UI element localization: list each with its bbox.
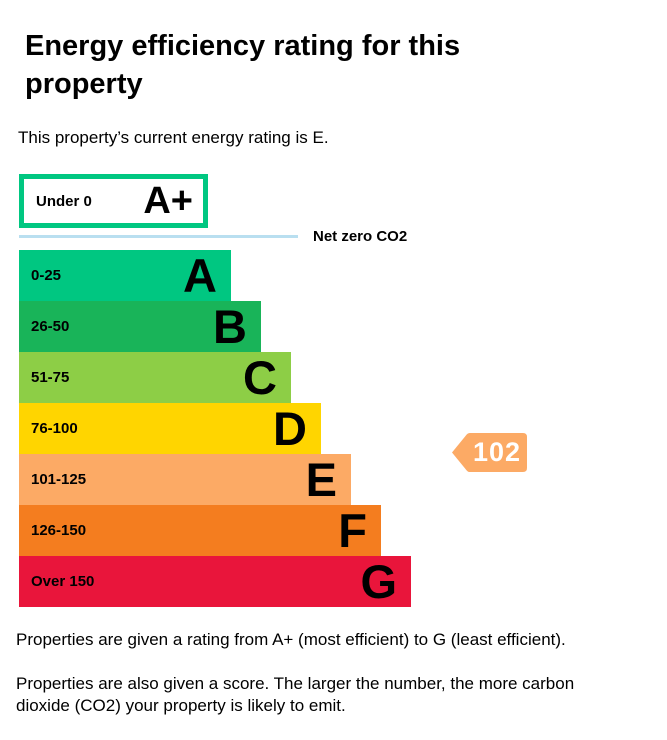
- band-range: 101-125: [31, 471, 87, 488]
- score-explanation: Properties are also given a score. The l…: [16, 674, 575, 715]
- rating-bands: 0-25 A 26-50 B 51-75 C 76-100 D 101-125 E 126-150 F…: [19, 250, 411, 607]
- net-zero-line: [19, 235, 298, 238]
- band-c: 51-75 C: [19, 352, 291, 403]
- score-value: 102: [472, 437, 522, 467]
- net-zero-label: Net zero CO2: [313, 228, 408, 245]
- band-letter: E: [305, 453, 337, 506]
- band-range: Under 0: [36, 192, 92, 210]
- score-pointer-arrow-icon: [452, 433, 527, 472]
- band-letter: A: [183, 249, 217, 302]
- band-a-plus: Under 0 A+: [19, 174, 208, 228]
- band-letter: G: [360, 555, 397, 608]
- band-range: 0-25: [31, 267, 62, 284]
- band-d: 76-100 D: [19, 403, 321, 454]
- band-letter: B: [213, 300, 247, 353]
- current-rating-text: This property’s current energy rating is…: [18, 128, 329, 147]
- band-range: 126-150: [31, 522, 87, 539]
- band-range: 26-50: [31, 318, 70, 335]
- band-range: Over 150: [31, 573, 95, 590]
- band-b: 26-50 B: [19, 301, 261, 352]
- score-pointer-shape: [452, 433, 527, 472]
- band-letter: C: [243, 351, 277, 404]
- band-range: 76-100: [31, 420, 78, 437]
- rating-explanation: Properties are given a rating from A+ (m…: [16, 630, 566, 649]
- band-letter: D: [273, 402, 307, 455]
- band-range: 51-75: [31, 369, 70, 386]
- score-pointer: 102: [452, 433, 527, 472]
- band-f: 126-150 F: [19, 505, 381, 556]
- band-g: Over 150 G: [19, 556, 411, 607]
- band-a: 0-25 A: [19, 250, 231, 301]
- band-letter: F: [338, 504, 367, 557]
- page-title: Energy efficiency rating for this proper…: [25, 30, 461, 100]
- band-e: 101-125 E: [19, 454, 351, 505]
- band-letter: A+: [143, 180, 193, 222]
